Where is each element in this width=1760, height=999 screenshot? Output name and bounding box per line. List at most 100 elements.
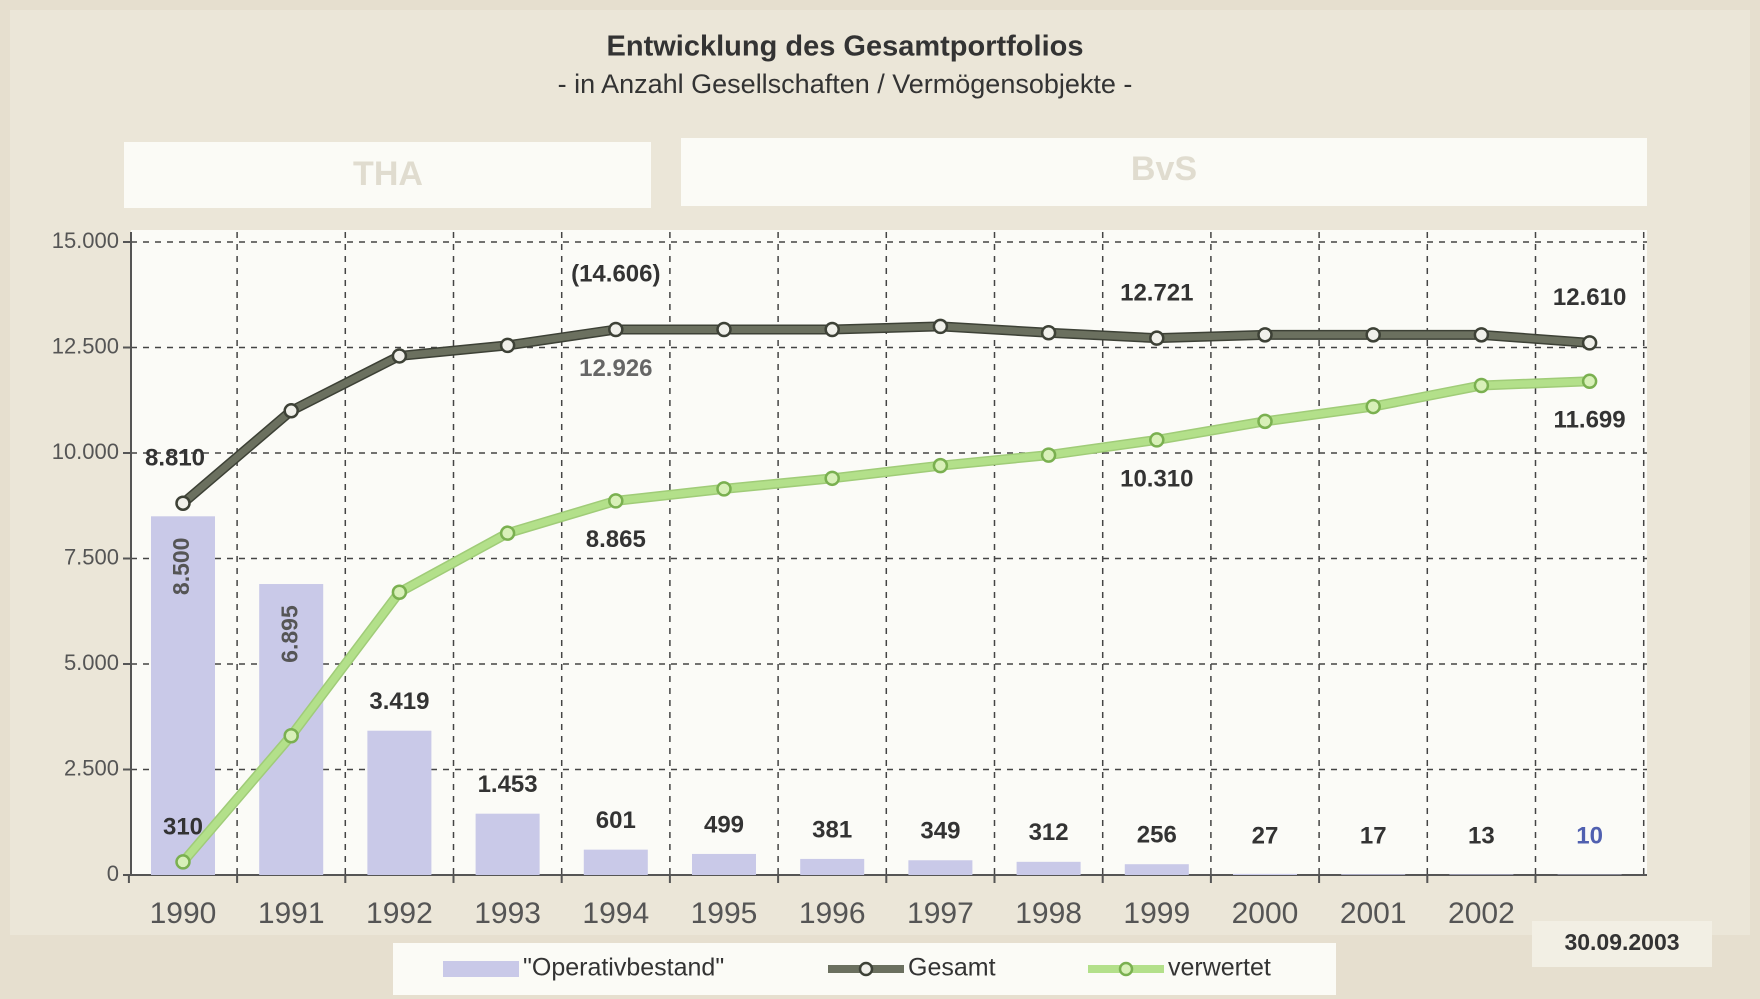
line-marker — [932, 318, 949, 335]
x-tick-label: 1998 — [1015, 897, 1082, 930]
bar-label: 256 — [1137, 822, 1177, 849]
bar-label: 17 — [1360, 822, 1387, 849]
bar — [475, 813, 540, 875]
line-marker — [716, 321, 732, 338]
bar-label: 13 — [1468, 822, 1495, 849]
line-marker — [283, 727, 299, 744]
line-label: 310 — [163, 813, 203, 840]
bar — [1233, 873, 1297, 875]
line-marker — [391, 584, 408, 601]
x-tick-label: 2000 — [1232, 897, 1299, 930]
y-tick-label: 12.500 — [52, 333, 119, 358]
legend-marker — [1118, 961, 1134, 977]
bar-label: 27 — [1252, 822, 1279, 849]
bar-label: 3.419 — [369, 688, 429, 715]
y-tick-label: 5.000 — [64, 650, 119, 675]
x-tick-label: 1999 — [1123, 897, 1190, 930]
legend-swatch — [443, 961, 519, 977]
bar — [583, 849, 648, 875]
bar-label: 1.453 — [478, 771, 538, 798]
line-marker — [499, 337, 516, 354]
line-label: 10.310 — [1120, 465, 1193, 492]
line-marker — [932, 457, 949, 474]
line-marker — [499, 525, 516, 541]
period-box — [681, 138, 1647, 206]
line-label: 11.699 — [1554, 407, 1626, 434]
line-marker — [608, 493, 624, 509]
period-label: BvS — [1131, 150, 1197, 188]
line-marker — [175, 854, 191, 870]
line-marker — [1149, 330, 1165, 346]
line-label: 12.926 — [579, 355, 652, 382]
line-marker — [1581, 335, 1598, 351]
bar — [367, 730, 432, 875]
period-box — [124, 142, 651, 208]
line-marker — [716, 481, 732, 497]
bar-label: 499 — [704, 811, 744, 838]
bar-label: 6.895 — [276, 605, 302, 663]
line-marker — [1365, 327, 1381, 343]
annotation: (14.606) — [571, 260, 660, 287]
line-marker — [175, 495, 191, 511]
y-tick-label: 10.000 — [52, 439, 119, 464]
line-label: 8.810 — [145, 445, 205, 472]
line-marker — [1257, 413, 1273, 430]
x-tick-label: 1992 — [366, 897, 433, 930]
bar — [1449, 874, 1514, 875]
y-tick-label: 7.500 — [64, 544, 119, 569]
x-tick-label: 1990 — [150, 897, 217, 930]
line-marker — [1581, 373, 1598, 390]
line-label: 8.865 — [586, 526, 646, 553]
bar-label: 10 — [1576, 822, 1603, 849]
bar-label: 8.500 — [168, 538, 194, 596]
legend-label: verwertet — [1168, 954, 1271, 982]
line — [180, 377, 1590, 865]
legend-label: Gesamt — [908, 954, 996, 982]
line-marker — [391, 348, 408, 364]
x-tick-label: 1996 — [799, 897, 866, 930]
bar-label: 312 — [1029, 819, 1069, 846]
x-tick-label: 1991 — [258, 897, 325, 930]
line-marker — [1257, 327, 1273, 343]
line-marker — [608, 321, 624, 338]
line-label: 12.721 — [1120, 280, 1193, 307]
line-marker — [283, 403, 299, 419]
line-marker — [1040, 447, 1057, 463]
x-tick-label: 2001 — [1340, 897, 1407, 930]
line — [180, 322, 1590, 506]
x-tick-label: 30.09.2003 — [1564, 929, 1679, 955]
legend-label: "Operativbestand" — [523, 954, 724, 982]
chart-subtitle: - in Anzahl Gesellschaften / Vermögensob… — [558, 69, 1133, 99]
bar — [908, 860, 973, 875]
y-tick-label: 2.500 — [64, 755, 119, 780]
bar — [151, 516, 215, 875]
line-marker — [1040, 324, 1057, 341]
line-marker — [1365, 398, 1381, 415]
line-marker — [1149, 432, 1165, 448]
line-marker — [1473, 327, 1490, 343]
x-tick-label: 1993 — [474, 897, 541, 930]
x-tick-label: 1997 — [907, 897, 974, 930]
legend-marker — [858, 961, 874, 977]
bar — [1341, 874, 1406, 875]
bar — [692, 853, 756, 875]
bar — [1016, 861, 1081, 875]
x-tick-label: 1994 — [582, 897, 649, 930]
bar-label: 349 — [920, 818, 960, 845]
bar-label: 601 — [596, 807, 636, 834]
bar-label: 381 — [812, 816, 852, 843]
line-marker — [1473, 377, 1490, 394]
line-marker — [824, 321, 840, 338]
chart-title: Entwicklung des Gesamtportfolios — [607, 31, 1084, 63]
y-tick-label: 0 — [107, 861, 119, 886]
line-marker — [824, 470, 840, 487]
bar — [1124, 864, 1189, 875]
bar — [800, 858, 865, 875]
y-tick-label: 15.000 — [52, 228, 119, 253]
line-label: 12.610 — [1553, 284, 1626, 311]
x-tick-label: 2002 — [1448, 897, 1515, 930]
period-label: THA — [353, 155, 423, 193]
x-tick-label: 1995 — [691, 897, 758, 930]
